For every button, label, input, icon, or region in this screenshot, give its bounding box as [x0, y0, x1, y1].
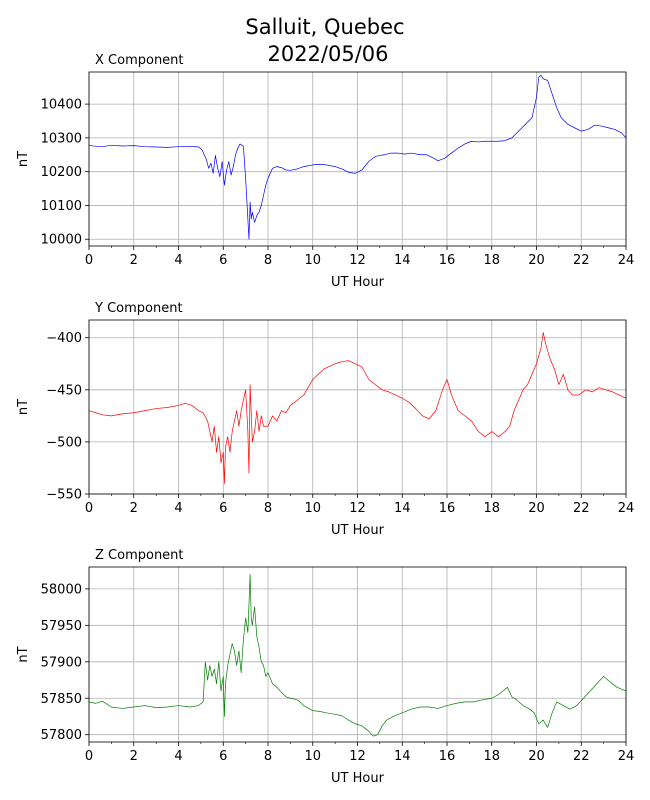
- y-component-xtick-label-7: 14: [394, 501, 411, 516]
- y-component-ylabel: nT: [16, 399, 31, 415]
- x-component-ytick-label-3: 10300: [41, 131, 82, 146]
- y-component-xtick-label-0: 0: [85, 501, 93, 516]
- z-component-xtick-label-1: 2: [130, 749, 138, 764]
- figure-title-line-2: 2022/05/06: [267, 42, 388, 66]
- x-component-xtick-label-6: 12: [349, 253, 366, 268]
- y-component-xtick-label-8: 16: [439, 501, 456, 516]
- y-component-series-line: [88, 332, 627, 484]
- y-component-xtick-label-11: 22: [573, 501, 590, 516]
- z-component-ytick-label-3: 57950: [41, 619, 82, 634]
- z-component-xtick-label-4: 8: [264, 749, 272, 764]
- z-component-xlabel: UT Hour: [331, 771, 385, 786]
- x-component-series-line: [88, 75, 627, 240]
- y-component-xtick-label-12: 24: [618, 501, 635, 516]
- x-component-ytick-label-1: 10100: [41, 199, 82, 214]
- x-component-xtick-label-3: 6: [219, 253, 227, 268]
- figure-title-line-1: Salluit, Quebec: [245, 15, 404, 39]
- z-component-ytick-label-2: 57900: [41, 655, 82, 670]
- x-component-ytick-label-2: 10200: [41, 165, 82, 180]
- y-component-xtick-label-6: 12: [349, 501, 366, 516]
- z-component-xtick-label-7: 14: [394, 749, 411, 764]
- x-component-ytick-label-4: 10400: [41, 98, 82, 113]
- y-component-xtick-label-10: 20: [528, 501, 545, 516]
- x-component-xtick-label-9: 18: [483, 253, 500, 268]
- x-component-xtick-label-5: 10: [304, 253, 321, 268]
- y-component-ytick-label-3: −400: [46, 331, 82, 346]
- y-component-ytick-label-0: −550: [46, 488, 82, 503]
- z-component-ytick-label-0: 57800: [41, 728, 82, 743]
- z-component-ytick-label-1: 57850: [41, 692, 82, 707]
- x-component-title: X Component: [95, 53, 184, 68]
- z-component-ylabel: nT: [16, 646, 31, 662]
- z-component-xtick-label-9: 18: [483, 749, 500, 764]
- z-component-xtick-label-0: 0: [85, 749, 93, 764]
- y-component-title: Y Component: [94, 301, 183, 316]
- x-component-xtick-label-10: 20: [528, 253, 545, 268]
- x-component-xtick-label-2: 4: [174, 253, 182, 268]
- x-component-xtick-label-7: 14: [394, 253, 411, 268]
- y-component-xtick-label-2: 4: [174, 501, 182, 516]
- z-component-title: Z Component: [95, 548, 184, 563]
- z-component-xtick-label-3: 6: [219, 749, 227, 764]
- z-component-xtick-label-2: 4: [174, 749, 182, 764]
- y-component-xtick-label-4: 8: [264, 501, 272, 516]
- z-component-ytick-label-4: 58000: [41, 582, 82, 597]
- y-component-ytick-label-2: −450: [46, 383, 82, 398]
- z-component-series-line: [88, 573, 627, 737]
- y-component-xtick-label-5: 10: [304, 501, 321, 516]
- z-component-xtick-label-8: 16: [439, 749, 456, 764]
- x-component-xtick-label-11: 22: [573, 253, 590, 268]
- x-component-xtick-label-1: 2: [130, 253, 138, 268]
- x-component-xlabel: UT Hour: [331, 275, 385, 290]
- z-component-xtick-label-10: 20: [528, 749, 545, 764]
- x-component-ylabel: nT: [16, 151, 31, 167]
- x-component-xtick-label-4: 8: [264, 253, 272, 268]
- y-component-xlabel: UT Hour: [331, 523, 385, 538]
- z-component-xtick-label-11: 22: [573, 749, 590, 764]
- y-component-ytick-label-1: −500: [46, 435, 82, 450]
- y-component-xtick-label-3: 6: [219, 501, 227, 516]
- x-component-xtick-label-0: 0: [85, 253, 93, 268]
- y-component-xtick-label-1: 2: [130, 501, 138, 516]
- x-component-xtick-label-8: 16: [439, 253, 456, 268]
- y-component-xtick-label-9: 18: [483, 501, 500, 516]
- z-component-xtick-label-6: 12: [349, 749, 366, 764]
- z-component-xtick-label-5: 10: [304, 749, 321, 764]
- x-component-xtick-label-12: 24: [618, 253, 635, 268]
- x-component-ytick-label-0: 10000: [41, 233, 82, 248]
- z-component-xtick-label-12: 24: [618, 749, 635, 764]
